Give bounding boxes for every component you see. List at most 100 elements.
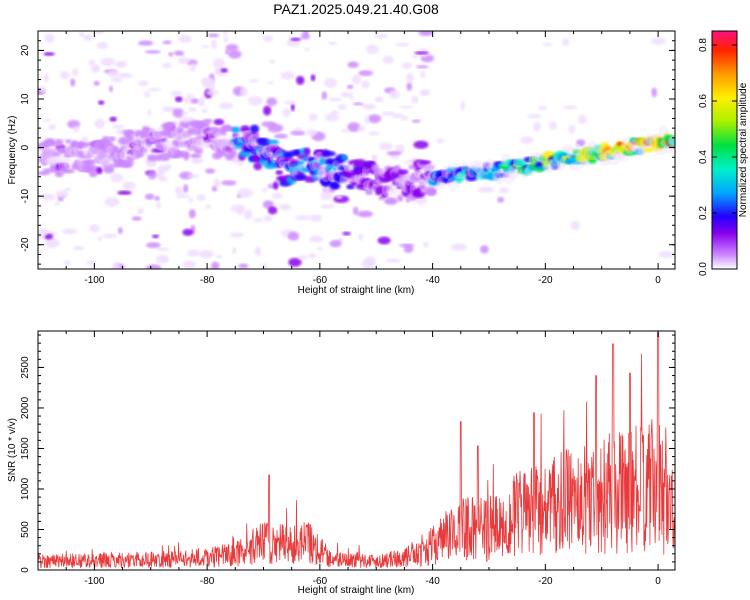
spectrogram-noise-blob bbox=[295, 75, 305, 85]
spectrogram-noise-blob bbox=[374, 96, 384, 103]
spectrogram-noise-blob bbox=[73, 125, 80, 133]
spectrogram-noise-blob bbox=[138, 80, 149, 87]
spectrogram-noise-blob bbox=[460, 100, 466, 111]
spectrogram-noise-blob bbox=[211, 186, 218, 192]
spectrogram-noise-blob bbox=[381, 111, 396, 116]
spectrogram-noise-blob bbox=[337, 104, 347, 110]
spectrogram-noise-blob bbox=[364, 116, 370, 124]
spectrogram-noise-blob bbox=[321, 91, 327, 100]
spectrogram-noise-blob bbox=[188, 197, 194, 203]
spectrogram-signal-blob bbox=[85, 160, 95, 167]
spectrogram-signal-blob bbox=[126, 135, 135, 143]
spectrogram-signal-halo bbox=[562, 143, 573, 154]
spectrogram-noise-blob bbox=[289, 37, 302, 42]
snr-ytick-label: 0 bbox=[20, 567, 31, 573]
snr-ytick-label: 500 bbox=[20, 521, 31, 538]
spectrogram-noise-blob bbox=[385, 258, 402, 263]
spectrogram-noise-blob bbox=[342, 231, 351, 236]
spectrogram-signal-halo bbox=[469, 160, 480, 171]
snr-ytick-label: 1000 bbox=[20, 477, 31, 500]
spectrogram-noise-blob bbox=[263, 214, 273, 222]
spectrogram-noise-blob bbox=[398, 105, 414, 109]
spectrogram-noise-blob bbox=[361, 103, 376, 110]
spectrogram-noise-blob bbox=[252, 218, 264, 223]
spectrogram-signal-halo bbox=[607, 152, 621, 166]
spectrogram-noise-blob bbox=[173, 50, 185, 56]
spectrogram-frame bbox=[37, 30, 676, 270]
spectrogram-noise-blob bbox=[328, 41, 338, 46]
spectrogram-noise-blob bbox=[108, 85, 114, 93]
spectrogram-noise-blob bbox=[54, 201, 61, 206]
spectrogram-noise-blob bbox=[450, 243, 467, 251]
spectrogram-noise-blob bbox=[64, 187, 72, 192]
spectrogram-noise-blob bbox=[168, 52, 174, 57]
spectrogram-noise-blob bbox=[324, 77, 338, 88]
snr-panel: -100 -80 -60 -40 -20 0 0 500 1000 1500 2000 2500 He… bbox=[7, 330, 676, 596]
spectrogram-signal-blob bbox=[232, 133, 240, 138]
spectrogram-noise-blob bbox=[219, 102, 234, 110]
snr-frame bbox=[37, 330, 676, 571]
spectrogram-noise-blob bbox=[90, 65, 101, 72]
spectrogram-noise-blob bbox=[406, 82, 413, 91]
spectrogram-noise-blob bbox=[413, 140, 429, 149]
spectrogram-signal-blob bbox=[341, 154, 348, 161]
snr-xtick-label: -40 bbox=[425, 576, 440, 587]
spectrogram-signal-halo bbox=[435, 180, 446, 190]
snr-ytick-label: 2000 bbox=[20, 396, 31, 419]
snr-xtick-label: -20 bbox=[538, 576, 553, 587]
spectrogram-noise-blob bbox=[298, 255, 308, 260]
spectrogram-noise-blob bbox=[40, 193, 56, 201]
spectrogram-noise-blob bbox=[186, 93, 195, 98]
spectrogram-noise-blob bbox=[401, 62, 413, 69]
spectrogram-signal-blob bbox=[125, 129, 136, 137]
spectrogram-signal-blob bbox=[404, 180, 415, 186]
spectrogram-noise-blob bbox=[290, 103, 295, 112]
spectrogram-noise-blob bbox=[207, 33, 220, 38]
spectrogram-noise-blob bbox=[212, 58, 226, 69]
spectrogram-noise-blob bbox=[340, 91, 354, 98]
snr-xtick-label: -60 bbox=[313, 576, 328, 587]
spectrogram-noise-blob bbox=[63, 260, 71, 266]
spectrogram-signal-halo bbox=[668, 135, 675, 146]
spectrogram-noise-blob bbox=[368, 131, 380, 136]
spectrogram-signal-blob bbox=[228, 150, 237, 158]
spectrogram-xlabel: Height of straight line (km) bbox=[298, 285, 415, 296]
spectrogram-noise-blob bbox=[243, 209, 253, 220]
spectrogram-noise-blob bbox=[278, 203, 292, 211]
spectrogram-signal-blob bbox=[147, 154, 158, 162]
spectrogram-signal-halo bbox=[637, 145, 647, 157]
spectrogram-noise-blob bbox=[237, 206, 244, 216]
spectrogram-noise-blob bbox=[111, 124, 126, 129]
spectrogram-noise-blob bbox=[208, 82, 216, 91]
spectrogram-signal-blob bbox=[399, 175, 407, 181]
spectrogram-noise-blob bbox=[100, 57, 116, 67]
spectrogram-signal-blob bbox=[249, 124, 260, 134]
spectrogram-signal-halo bbox=[142, 146, 156, 158]
spectrogram-noise-blob bbox=[183, 184, 189, 193]
spectrogram-noise-blob bbox=[188, 107, 197, 112]
spectrogram-noise-blob bbox=[48, 123, 56, 131]
spectrogram-signal-halo bbox=[160, 135, 169, 147]
spectrogram-noise-blob bbox=[261, 187, 268, 193]
spectrogram-signal-blob bbox=[368, 179, 383, 189]
spectrogram-signal-blob bbox=[96, 166, 103, 175]
spectrogram-noise-blob bbox=[330, 110, 339, 115]
snr-ylabel: SNR (10 * v/v) bbox=[7, 418, 18, 482]
spectrogram-noise-blob bbox=[44, 238, 60, 248]
spectrogram-noise-blob bbox=[282, 108, 291, 118]
spectrogram-noise-blob bbox=[175, 193, 190, 199]
spectrogram-noise-blob bbox=[568, 125, 576, 134]
spectrogram-signal-blob bbox=[411, 172, 420, 180]
spectrogram-noise-blob bbox=[267, 206, 278, 215]
spectrogram-noise-blob bbox=[97, 236, 103, 242]
spectrogram-noise-blob bbox=[188, 209, 196, 219]
spectrogram-noise-blob bbox=[131, 216, 142, 221]
spectrogram-signal-blob bbox=[275, 170, 284, 176]
spectrogram-noise-blob bbox=[329, 240, 342, 248]
spectrogram-noise-blob bbox=[55, 190, 68, 198]
spectrogram-signal-blob bbox=[102, 159, 110, 168]
spectrogram-noise-blob bbox=[174, 186, 184, 195]
spectrogram-noise-blob bbox=[238, 263, 249, 269]
spectrogram-noise-blob bbox=[172, 108, 184, 118]
